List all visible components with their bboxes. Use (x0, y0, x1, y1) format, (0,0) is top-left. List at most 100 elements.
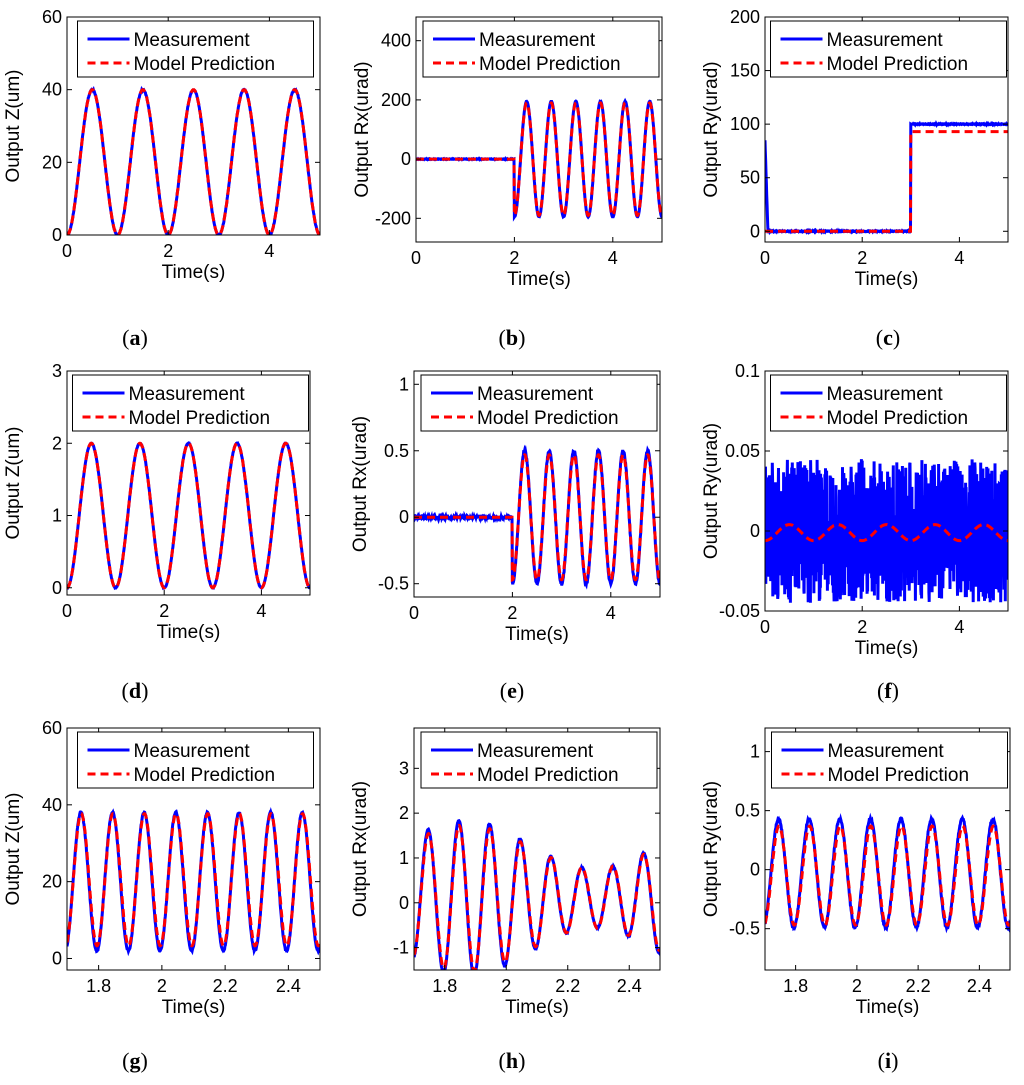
x-tick-label: 2.2 (213, 976, 238, 996)
legend-measurement-label: Measurement (827, 384, 944, 405)
series-model-prediction-line (414, 823, 660, 970)
caption-c: (c) (875, 325, 901, 350)
x-tick-label: 4 (256, 601, 266, 621)
y-axis-label: Output Z(um) (3, 793, 24, 906)
x-tick-label: 0 (409, 603, 419, 623)
x-tick-label: 2 (157, 976, 167, 996)
y-tick-label: 0 (52, 948, 62, 968)
chart-i: 1.8 2 2.2 2.4 -0.5 0 0.5 1 Time(s) Output Ry(urad… (701, 727, 1011, 1018)
legend: Measurement Model Prediction (72, 374, 309, 432)
y-tick-label: 20 (42, 152, 62, 172)
legend: Measurement Model Prediction (422, 20, 660, 78)
x-axis-label: Time(s) (855, 638, 919, 659)
chart-d: 0 2 4 0 1 2 3 Time(s) Output Z(um) Measurement Mod… (3, 361, 311, 643)
legend-measurement-label: Measurement (827, 30, 944, 51)
series-model-prediction-line (414, 453, 660, 583)
series-model-prediction-line (67, 812, 320, 948)
legend: Measurement Model Prediction (77, 20, 314, 78)
series-model-prediction-line (765, 130, 1008, 233)
caption-e: (e) (499, 678, 525, 703)
legend-measurement-label: Measurement (129, 384, 246, 405)
y-tick-label: 0 (52, 578, 62, 598)
x-tick-label: 2.4 (276, 976, 301, 996)
y-axis-label: Output Ry(urad) (701, 423, 722, 559)
x-tick-label: 2 (509, 248, 519, 268)
legend-box (771, 731, 1008, 789)
legend-model-prediction-label: Model Prediction (134, 765, 276, 786)
x-tick-label: 4 (608, 248, 618, 268)
legend-box (422, 20, 660, 78)
x-tick-label: 2.2 (906, 976, 931, 996)
y-tick-label: 150 (730, 61, 760, 81)
legend-box (77, 20, 314, 78)
x-axis-label: Time(s) (505, 997, 569, 1018)
y-tick-label: 0 (750, 221, 760, 241)
legend-model-prediction-label: Model Prediction (828, 765, 970, 786)
plot-frame (66, 16, 321, 236)
caption-f: (f) (877, 678, 899, 703)
plot-frame (764, 16, 1009, 243)
x-tick-label: 1.8 (86, 976, 111, 996)
legend-model-prediction-label: Model Prediction (479, 54, 621, 75)
y-axis-label: Output Rx(urad) (350, 781, 371, 917)
y-tick-label: 3 (399, 758, 409, 778)
legend-box (770, 20, 1007, 78)
chart-c: 0 2 4 0 50 100 150 200 Time(s) Output Ry(urad) Mea… (701, 7, 1009, 290)
x-tick-label: 2.4 (617, 976, 642, 996)
y-tick-label: 0 (52, 225, 62, 245)
x-axis-label: Time(s) (856, 997, 920, 1018)
y-tick-label: 1 (52, 506, 62, 526)
x-tick-label: 2 (852, 976, 862, 996)
caption-a: (a) (122, 325, 148, 350)
caption-b: (b) (498, 325, 526, 350)
x-tick-label: 1.8 (783, 976, 808, 996)
legend-measurement-label: Measurement (134, 741, 251, 762)
plot-frame (764, 370, 1009, 612)
x-tick-label: 0 (62, 241, 72, 261)
y-tick-label: 1 (399, 848, 409, 868)
legend-box (420, 374, 658, 432)
y-tick-label: 60 (42, 718, 62, 738)
legend-measurement-label: Measurement (477, 384, 594, 405)
x-tick-label: 2.2 (555, 976, 580, 996)
x-axis-label: Time(s) (855, 269, 919, 290)
y-tick-label: -0.05 (719, 601, 760, 621)
y-axis-label: Output Rx(urad) (350, 416, 371, 552)
legend-box (77, 731, 314, 789)
legend: Measurement Model Prediction (771, 731, 1008, 789)
x-axis-label: Time(s) (507, 269, 571, 290)
plot-frame (413, 370, 661, 598)
x-tick-label: 2 (857, 617, 867, 637)
x-tick-label: 4 (954, 617, 964, 637)
y-axis-label: Output Ry(urad) (701, 61, 722, 197)
legend: Measurement Model Prediction (770, 374, 1007, 432)
x-tick-label: 2 (507, 603, 517, 623)
series-measurement-line (414, 444, 660, 590)
plot-frame (413, 727, 661, 971)
y-tick-label: -200 (375, 208, 411, 228)
y-tick-label: 1 (399, 374, 409, 394)
x-tick-label: 4 (606, 603, 616, 623)
legend: Measurement Model Prediction (77, 731, 314, 789)
caption-g: (g) (122, 1048, 148, 1073)
x-tick-label: 2.4 (967, 976, 992, 996)
y-axis-label: Output Z(um) (3, 427, 24, 540)
y-tick-label: -0.5 (378, 574, 409, 594)
y-tick-label: 60 (42, 7, 62, 27)
x-tick-label: 4 (954, 248, 964, 268)
legend: Measurement Model Prediction (420, 731, 658, 789)
plot-frame (66, 370, 311, 596)
y-tick-label: 40 (42, 80, 62, 100)
legend-model-prediction-label: Model Prediction (477, 765, 619, 786)
y-axis-label: Output Rx(urad) (352, 61, 373, 197)
x-tick-label: 0 (411, 248, 421, 268)
x-axis-label: Time(s) (505, 624, 569, 645)
caption-h: (h) (498, 1048, 526, 1073)
plot-frame (415, 16, 663, 243)
y-tick-label: 100 (730, 114, 760, 134)
y-tick-label: 20 (42, 872, 62, 892)
plot-frame (764, 727, 1011, 971)
y-tick-label: -0.5 (729, 919, 760, 939)
